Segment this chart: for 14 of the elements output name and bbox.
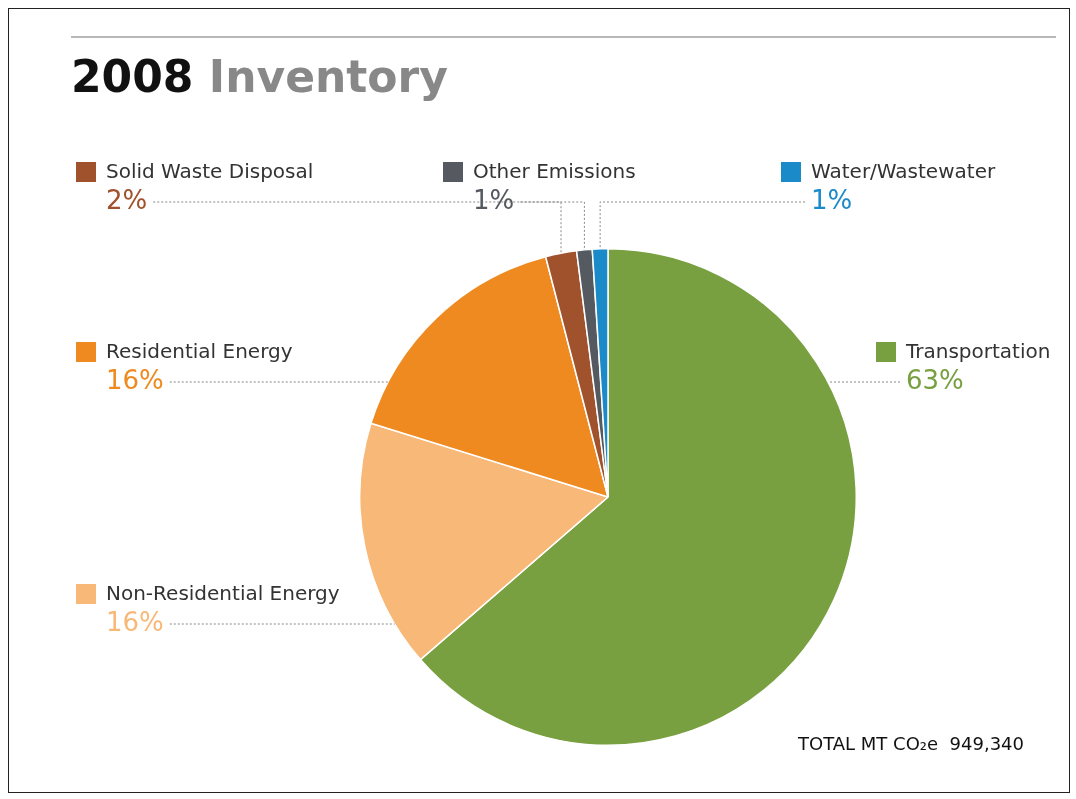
legend-label: Solid Waste Disposal (106, 159, 314, 184)
legend-label: Residential Energy (106, 339, 293, 364)
data-label: 16% (106, 606, 164, 637)
text: TOTAL MT CO₂e 949,340 (797, 732, 1024, 754)
data-label: 1% (473, 184, 515, 215)
data-label: 63% (906, 364, 964, 395)
legend-label: Water/Wastewater (811, 159, 996, 184)
data-label: 16% (106, 364, 164, 395)
data-label: 1% (811, 184, 853, 215)
legend-label: Transportation (905, 339, 1051, 364)
chart-title: 2008 Inventory (71, 51, 448, 102)
legend-label: Other Emissions (473, 159, 636, 184)
data-label: 2% (106, 184, 148, 215)
legend-label: Non-Residential Energy (106, 581, 340, 606)
